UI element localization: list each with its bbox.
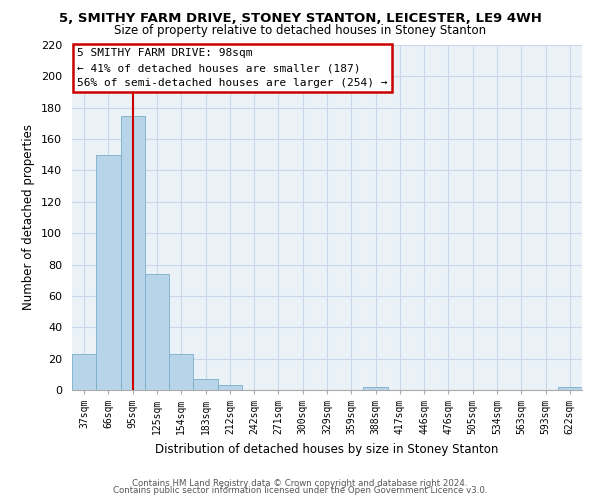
Text: Contains HM Land Registry data © Crown copyright and database right 2024.: Contains HM Land Registry data © Crown c… [132, 478, 468, 488]
Text: Contains public sector information licensed under the Open Government Licence v3: Contains public sector information licen… [113, 486, 487, 495]
Bar [218, 386, 242, 390]
Bar [169, 354, 193, 390]
Bar [72, 354, 96, 390]
Bar [558, 387, 582, 390]
Text: 5 SMITHY FARM DRIVE: 98sqm
← 41% of detached houses are smaller (187)
56% of sem: 5 SMITHY FARM DRIVE: 98sqm ← 41% of deta… [77, 48, 388, 88]
X-axis label: Distribution of detached houses by size in Stoney Stanton: Distribution of detached houses by size … [155, 442, 499, 456]
Bar [121, 116, 145, 390]
Text: Size of property relative to detached houses in Stoney Stanton: Size of property relative to detached ho… [114, 24, 486, 37]
Y-axis label: Number of detached properties: Number of detached properties [22, 124, 35, 310]
Bar [145, 274, 169, 390]
Bar [96, 155, 121, 390]
Bar [364, 387, 388, 390]
Text: 5, SMITHY FARM DRIVE, STONEY STANTON, LEICESTER, LE9 4WH: 5, SMITHY FARM DRIVE, STONEY STANTON, LE… [59, 12, 541, 26]
Bar [193, 379, 218, 390]
